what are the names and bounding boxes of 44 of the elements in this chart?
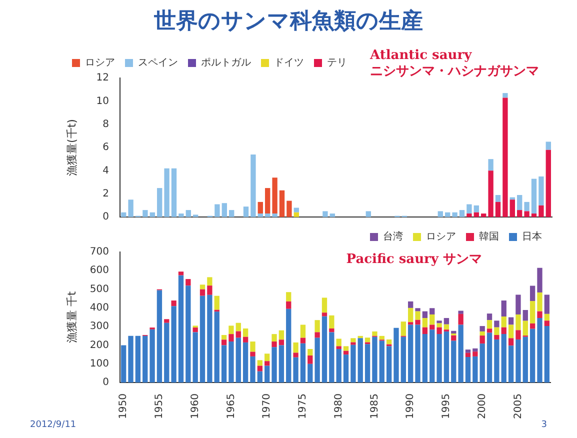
y-tick-label: 0 [102, 377, 109, 388]
x-tick-label: 1990 [405, 394, 416, 420]
legend-label: スペイン [138, 58, 178, 69]
chart-title: 世界のサンマ科魚類の生産 [153, 8, 424, 36]
y-axis-title: 漁獲量(千t) [65, 119, 78, 176]
y-tick-label: 12 [96, 72, 109, 84]
x-tick-label: 1970 [262, 394, 273, 420]
x-tick-label: 2005 [512, 394, 524, 420]
y-tick-label: 6 [102, 142, 109, 154]
text: 3 [541, 420, 547, 430]
y-tick-label: 2 [102, 188, 109, 200]
text: 2012/9/11 [30, 420, 76, 430]
legend-label: 台湾 [383, 230, 403, 243]
y-tick-label: 600 [90, 265, 109, 276]
y-tick-label: 8 [102, 118, 109, 130]
x-tick-label: 1955 [154, 394, 166, 420]
y-tick-label: 0 [102, 212, 109, 223]
y-tick-label: 4 [102, 165, 109, 176]
y-tick-label: 10 [96, 96, 109, 107]
x-tick-label: 1965 [226, 394, 237, 420]
x-tick-label: 1985 [369, 394, 380, 420]
x-tick-label: 2000 [476, 394, 488, 420]
x-tick-label: 1995 [441, 394, 452, 420]
y-tick-label: 400 [90, 302, 109, 314]
legend-label: ドイツ [274, 58, 304, 69]
legend-label: 日本 [522, 230, 542, 243]
annotation: Pacific saury サンマ [346, 252, 482, 268]
legend-label: ロシア [85, 58, 115, 69]
y-tick-label: 300 [90, 321, 109, 332]
legend-label: ポルトガル [201, 58, 251, 69]
y-tick-label: 200 [90, 340, 109, 351]
legend-label: ロシア [426, 232, 456, 243]
legend-label: 韓国 [479, 230, 499, 243]
x-tick-label: 1950 [118, 394, 130, 420]
annotation: ニシサンマ・ハシナガサンマ [370, 64, 539, 80]
x-tick-label: 1980 [333, 394, 344, 420]
y-axis-title: 漁獲量 千t [65, 290, 78, 344]
y-tick-label: 500 [90, 284, 109, 295]
y-tick-label: 100 [90, 358, 109, 370]
y-tick-label: 700 [90, 246, 109, 258]
x-tick-label: 1975 [298, 394, 309, 420]
legend-label: テリ [327, 58, 347, 69]
text: Atlantic saury [370, 48, 473, 64]
x-tick-label: 1960 [190, 394, 201, 420]
